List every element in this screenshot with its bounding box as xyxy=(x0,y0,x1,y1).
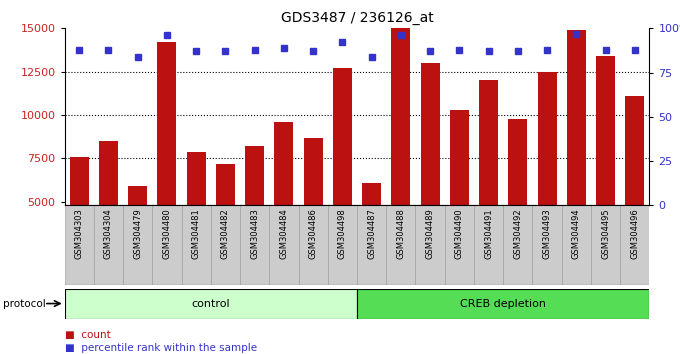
Bar xyxy=(415,205,445,285)
Bar xyxy=(299,205,328,285)
Bar xyxy=(479,80,498,289)
Bar xyxy=(211,205,240,285)
Bar xyxy=(386,205,415,285)
Bar xyxy=(123,205,152,285)
Text: GSM304479: GSM304479 xyxy=(133,209,142,259)
Bar xyxy=(216,164,235,289)
Bar xyxy=(187,152,205,289)
Bar xyxy=(567,30,585,289)
Bar xyxy=(182,205,211,285)
Text: GSM304484: GSM304484 xyxy=(279,209,288,259)
Text: GSM304491: GSM304491 xyxy=(484,209,493,259)
Text: GSM304492: GSM304492 xyxy=(513,209,522,259)
Text: GSM304304: GSM304304 xyxy=(104,209,113,259)
Bar xyxy=(450,110,469,289)
Text: GSM304483: GSM304483 xyxy=(250,209,259,259)
Bar xyxy=(362,183,381,289)
Text: GDS3487 / 236126_at: GDS3487 / 236126_at xyxy=(281,11,433,25)
Bar xyxy=(591,205,620,285)
Text: GSM304303: GSM304303 xyxy=(75,209,84,259)
Bar xyxy=(94,205,123,285)
Bar xyxy=(333,68,352,289)
Bar xyxy=(392,28,410,289)
Text: GSM304480: GSM304480 xyxy=(163,209,171,259)
Bar xyxy=(509,119,527,289)
Bar xyxy=(65,289,357,319)
Text: ■  percentile rank within the sample: ■ percentile rank within the sample xyxy=(65,343,257,353)
Bar xyxy=(129,186,147,289)
Bar xyxy=(269,205,299,285)
Text: control: control xyxy=(192,298,230,309)
Bar xyxy=(626,96,644,289)
Text: protocol: protocol xyxy=(3,298,46,309)
Bar xyxy=(240,205,269,285)
Text: GSM304487: GSM304487 xyxy=(367,209,376,259)
Bar xyxy=(620,205,649,285)
Bar xyxy=(304,138,322,289)
Bar xyxy=(357,205,386,285)
Bar xyxy=(538,72,556,289)
Bar xyxy=(562,205,591,285)
Bar xyxy=(158,42,176,289)
Text: GSM304481: GSM304481 xyxy=(192,209,201,259)
Text: GSM304488: GSM304488 xyxy=(396,209,405,259)
Text: GSM304498: GSM304498 xyxy=(338,209,347,259)
Bar xyxy=(596,56,615,289)
Text: GSM304482: GSM304482 xyxy=(221,209,230,259)
Text: GSM304496: GSM304496 xyxy=(630,209,639,259)
Text: CREB depletion: CREB depletion xyxy=(460,298,546,309)
Bar xyxy=(275,122,293,289)
Text: GSM304490: GSM304490 xyxy=(455,209,464,259)
Bar xyxy=(357,289,649,319)
Bar xyxy=(99,141,118,289)
Text: GSM304493: GSM304493 xyxy=(543,209,551,259)
Text: ■  count: ■ count xyxy=(65,330,110,339)
Bar xyxy=(445,205,474,285)
Bar xyxy=(503,205,532,285)
Text: GSM304486: GSM304486 xyxy=(309,209,318,259)
Bar xyxy=(245,146,264,289)
Text: GSM304489: GSM304489 xyxy=(426,209,435,259)
Bar xyxy=(328,205,357,285)
Bar xyxy=(421,63,439,289)
Bar xyxy=(70,157,88,289)
Bar xyxy=(152,205,182,285)
Text: GSM304494: GSM304494 xyxy=(572,209,581,259)
Bar xyxy=(532,205,562,285)
Bar xyxy=(474,205,503,285)
Bar xyxy=(65,205,94,285)
Text: GSM304495: GSM304495 xyxy=(601,209,610,259)
